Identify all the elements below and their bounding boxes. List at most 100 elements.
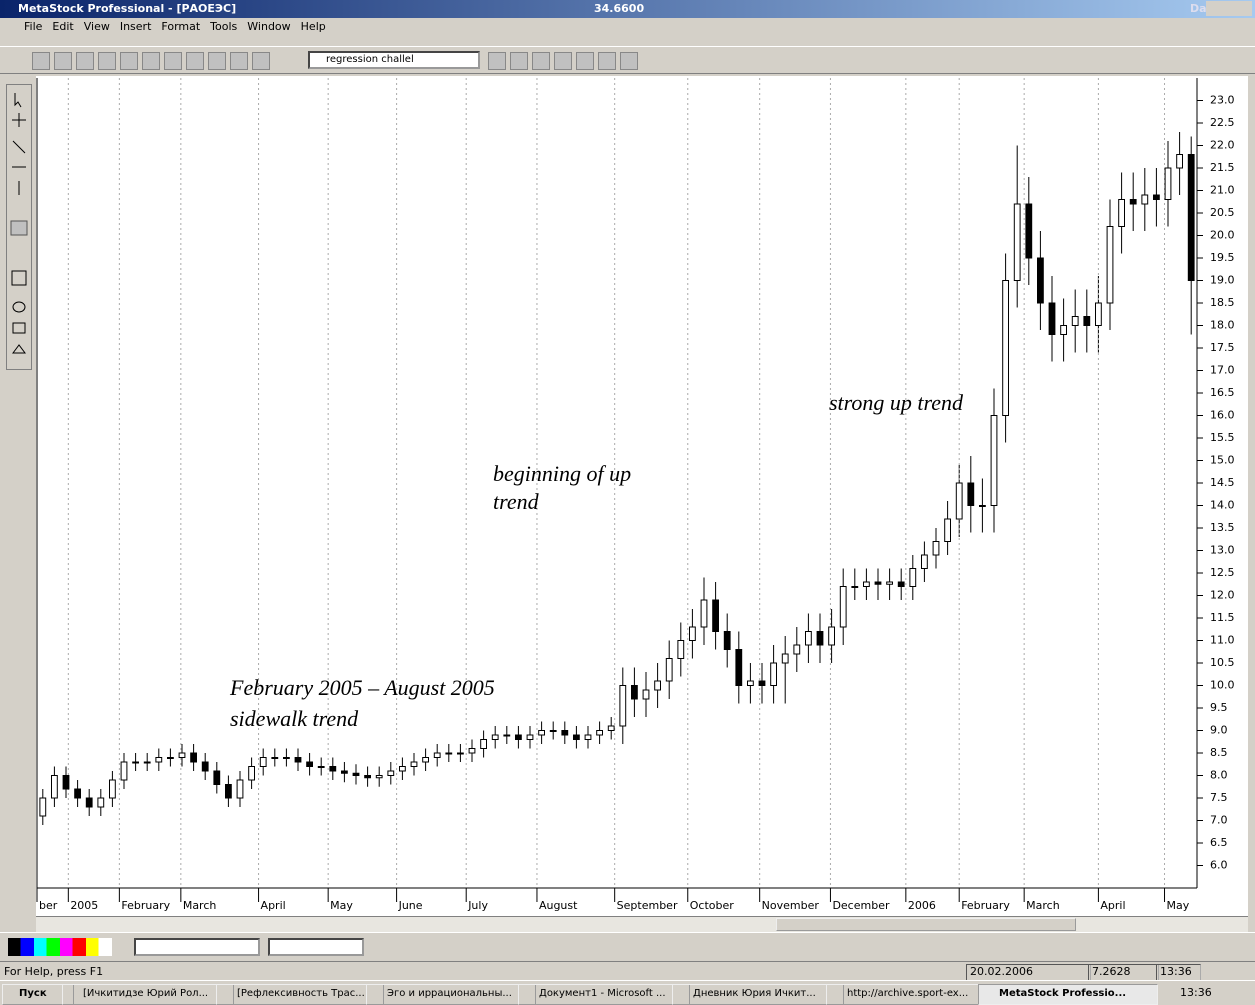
scrollbar[interactable] bbox=[36, 916, 1248, 932]
y-tick-label: 19.0 bbox=[1210, 274, 1235, 287]
candle-body bbox=[410, 761, 418, 767]
line-style[interactable] bbox=[134, 938, 260, 956]
button[interactable] bbox=[252, 52, 270, 70]
y-tick-label: 23.0 bbox=[1210, 94, 1235, 107]
button[interactable] bbox=[532, 52, 550, 70]
button[interactable] bbox=[120, 52, 138, 70]
scroll-thumb[interactable] bbox=[776, 918, 1076, 931]
line-tool[interactable] bbox=[12, 140, 26, 154]
x-tick-label: October bbox=[690, 899, 734, 912]
toolbar bbox=[0, 46, 1255, 74]
button[interactable] bbox=[230, 52, 248, 70]
y-tick-label: 9.0 bbox=[1210, 724, 1228, 737]
cycle-tool[interactable] bbox=[10, 220, 28, 236]
button[interactable] bbox=[164, 52, 182, 70]
cross-tool[interactable] bbox=[12, 113, 26, 127]
candle-body bbox=[573, 734, 580, 740]
candle-body bbox=[665, 658, 673, 682]
candle-body bbox=[584, 734, 592, 740]
x-tick-label: July bbox=[467, 899, 488, 912]
window-buttons[interactable] bbox=[1206, 1, 1252, 16]
menu-item[interactable]: Help bbox=[300, 19, 326, 33]
button[interactable] bbox=[208, 52, 226, 70]
candle-body bbox=[619, 685, 627, 727]
candle-body bbox=[375, 775, 383, 779]
grid-tool[interactable] bbox=[11, 270, 27, 286]
button[interactable] bbox=[142, 52, 160, 70]
candle-body bbox=[387, 770, 395, 776]
candle-body bbox=[967, 482, 975, 506]
menu-item[interactable]: File bbox=[24, 19, 43, 33]
button[interactable] bbox=[510, 52, 528, 70]
template-combo[interactable]: regression challel bbox=[308, 51, 480, 69]
candle-body bbox=[1141, 194, 1149, 205]
menu-item[interactable]: Edit bbox=[52, 19, 74, 33]
x-tick-label: May bbox=[330, 899, 353, 912]
y-tick-label: 20.5 bbox=[1210, 206, 1235, 219]
ellipse-tool[interactable] bbox=[12, 301, 26, 313]
task-button[interactable]: MetaStock Professio... bbox=[978, 984, 1158, 1005]
annotation: sidewalk trend bbox=[230, 706, 359, 731]
task-button[interactable]: Дневник Юрия Ичкит... bbox=[672, 984, 844, 1005]
button[interactable] bbox=[98, 52, 116, 70]
menu-item[interactable]: View bbox=[83, 19, 110, 33]
y-tick-label: 21.5 bbox=[1210, 161, 1235, 174]
candle-body bbox=[770, 662, 778, 686]
candle-body bbox=[793, 644, 801, 655]
color-palette[interactable] bbox=[8, 938, 112, 956]
candle-body bbox=[654, 680, 662, 691]
menu-item[interactable]: Format bbox=[161, 19, 201, 33]
button[interactable] bbox=[554, 52, 572, 70]
x-tick-label: September bbox=[617, 899, 678, 912]
button[interactable] bbox=[54, 52, 72, 70]
candle-body bbox=[143, 761, 151, 764]
menu-item[interactable]: Window bbox=[247, 19, 291, 33]
candle-body bbox=[561, 730, 569, 736]
pointer-tool[interactable] bbox=[14, 93, 22, 108]
triangle-tool[interactable] bbox=[12, 344, 26, 354]
bottom-toolbar bbox=[0, 932, 1255, 960]
button[interactable] bbox=[620, 52, 638, 70]
button[interactable] bbox=[32, 52, 50, 70]
candle-body bbox=[132, 761, 139, 764]
task-button[interactable]: http://archive.sport-ex... bbox=[826, 984, 996, 1005]
button[interactable] bbox=[598, 52, 616, 70]
button[interactable] bbox=[576, 52, 594, 70]
candle-body bbox=[74, 788, 82, 799]
candle-body bbox=[120, 761, 128, 781]
rect-tool[interactable] bbox=[12, 322, 26, 334]
button[interactable] bbox=[488, 52, 506, 70]
y-tick-label: 17.5 bbox=[1210, 341, 1235, 354]
candle-body bbox=[399, 766, 406, 772]
candle-body bbox=[283, 757, 290, 759]
x-tick-label: 2006 bbox=[908, 899, 936, 912]
candle-body bbox=[897, 581, 905, 587]
menu-item[interactable]: Insert bbox=[119, 19, 152, 33]
task-button[interactable]: [Рефлексивность Трас... bbox=[216, 984, 384, 1005]
status-bar: For Help, press F1 20.02.2006 7.2628 13:… bbox=[0, 961, 1255, 981]
candle-body bbox=[109, 779, 116, 799]
y-tick-label: 14.5 bbox=[1210, 476, 1235, 489]
y-tick-label: 11.0 bbox=[1210, 634, 1235, 647]
candle-body bbox=[758, 680, 766, 686]
annotation: strong up trend bbox=[829, 390, 964, 415]
line-width[interactable] bbox=[268, 938, 364, 956]
candle-body bbox=[781, 653, 789, 664]
candle-body bbox=[271, 757, 279, 759]
candle-body bbox=[526, 734, 534, 740]
task-button[interactable]: Эго и иррациональны... bbox=[366, 984, 536, 1005]
y-tick-label: 10.0 bbox=[1210, 679, 1235, 692]
task-button[interactable]: Документ1 - Microsoft ... bbox=[518, 984, 690, 1005]
candle-body bbox=[863, 581, 870, 587]
y-tick-label: 20.0 bbox=[1210, 229, 1235, 242]
button[interactable] bbox=[186, 52, 204, 70]
x-tick-label: 2005 bbox=[70, 899, 98, 912]
task-button[interactable]: [Ичкитидзе Юрий Рол... bbox=[62, 984, 234, 1005]
title-bar: MetaStock Professional - [РАОЕЭС] 34.660… bbox=[0, 0, 1255, 18]
candle-body bbox=[1013, 203, 1021, 281]
y-tick-label: 12.0 bbox=[1210, 589, 1235, 602]
candle-body bbox=[689, 626, 696, 641]
menu-item[interactable]: Tools bbox=[210, 19, 238, 33]
taskbar: Пуск 13:36 [Ичкитидзе Юрий Рол... [Рефлек… bbox=[0, 980, 1255, 1005]
button[interactable] bbox=[76, 52, 94, 70]
